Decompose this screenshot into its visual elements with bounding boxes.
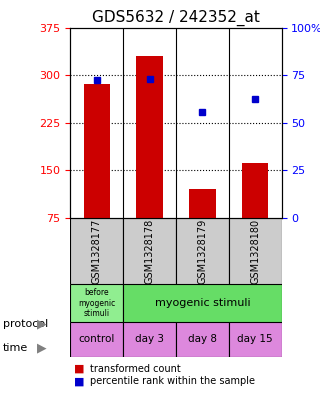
Text: ■: ■ (74, 376, 84, 386)
FancyBboxPatch shape (70, 284, 123, 322)
Text: ■: ■ (74, 364, 84, 374)
Text: day 8: day 8 (188, 334, 217, 345)
FancyBboxPatch shape (229, 322, 282, 356)
Text: GSM1328180: GSM1328180 (250, 219, 260, 284)
Text: myogenic stimuli: myogenic stimuli (155, 298, 250, 309)
Bar (136, 56, 163, 218)
Bar (189, 189, 216, 218)
Bar (242, 163, 268, 218)
Text: percentile rank within the sample: percentile rank within the sample (90, 376, 255, 386)
Bar (84, 84, 110, 218)
Text: GSM1328177: GSM1328177 (92, 219, 102, 284)
FancyBboxPatch shape (123, 218, 176, 284)
Text: day 15: day 15 (237, 334, 273, 345)
Text: time: time (3, 343, 28, 353)
Text: ▶: ▶ (37, 318, 46, 331)
Text: protocol: protocol (3, 319, 48, 329)
Text: before
myogenic
stimuli: before myogenic stimuli (78, 288, 116, 318)
FancyBboxPatch shape (176, 322, 229, 356)
Text: transformed count: transformed count (90, 364, 180, 374)
FancyBboxPatch shape (70, 218, 123, 284)
FancyBboxPatch shape (229, 218, 282, 284)
FancyBboxPatch shape (123, 284, 282, 322)
FancyBboxPatch shape (70, 322, 123, 356)
Text: day 3: day 3 (135, 334, 164, 345)
Text: ▶: ▶ (37, 341, 46, 354)
FancyBboxPatch shape (123, 322, 176, 356)
Text: GSM1328178: GSM1328178 (145, 219, 155, 284)
Text: GSM1328179: GSM1328179 (197, 219, 207, 284)
Title: GDS5632 / 242352_at: GDS5632 / 242352_at (92, 10, 260, 26)
FancyBboxPatch shape (176, 218, 229, 284)
Text: control: control (79, 334, 115, 345)
